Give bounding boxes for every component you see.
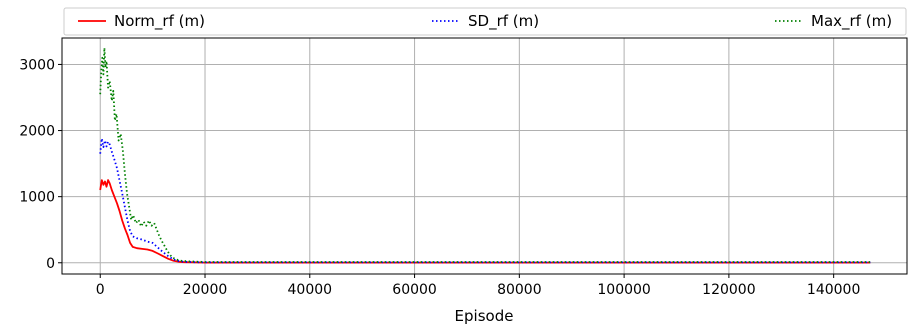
legend-label-2: SD_rf (m) [468, 12, 539, 31]
x-tick-label: 20000 [183, 282, 228, 298]
legend-frame [63, 7, 907, 36]
x-tick-label: 140000 [807, 282, 860, 298]
x-tick-label: 100000 [597, 282, 650, 298]
series-line-1 [99, 179, 871, 264]
legend-label-1: Norm_rf (m) [114, 12, 205, 31]
series-layer [99, 47, 871, 264]
legend-label-3: Max_rf (m) [811, 12, 892, 31]
series-line-2 [99, 137, 871, 264]
y-tick-label: 1000 [19, 190, 55, 206]
x-tick-label: 0 [96, 282, 105, 298]
x-tick-label: 80000 [497, 282, 542, 298]
x-tick-label: 40000 [288, 282, 333, 298]
y-tick-label: 0 [46, 256, 55, 272]
plot-frame [61, 37, 908, 275]
plot-background [62, 38, 907, 274]
x-axis-label: Episode [455, 307, 514, 325]
y-tick-label: 3000 [19, 57, 55, 73]
y-tick-label: 2000 [19, 124, 55, 140]
legend: Norm_rf (m) SD_rf (m) Max_rf (m) [63, 7, 907, 36]
axis-ticks: 0 20000 40000 60000 80000 100000 120000 140000 0… [19, 57, 860, 298]
x-tick-label: 120000 [702, 282, 755, 298]
series-line-3 [99, 47, 871, 263]
x-tick-label: 60000 [392, 282, 437, 298]
